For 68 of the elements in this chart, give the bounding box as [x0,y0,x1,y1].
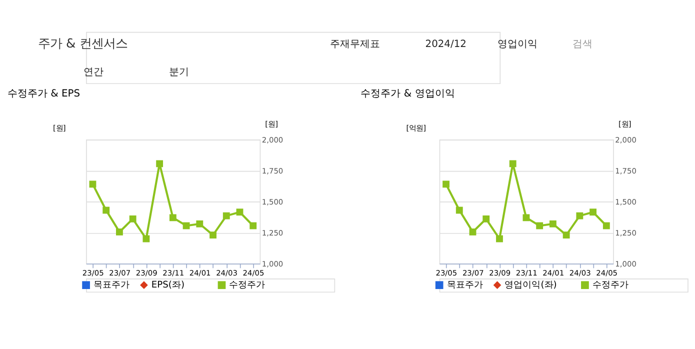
x-tick-label: 23/11 [516,268,538,278]
text: 주재무제표 [330,38,380,50]
x-tick-label: 24/05 [242,268,265,278]
x-tick-label: 23/05 [436,268,458,278]
legend-label: 영업이익(좌) [504,280,557,291]
x-tick-label: 23/09 [489,268,511,278]
y-axis-title: [억원] [406,123,426,132]
point [469,228,476,236]
point [442,180,450,188]
point [169,214,176,222]
point [196,220,204,228]
point [509,160,516,168]
x-tick-label: 23/11 [162,268,184,278]
y2-tick-label: 1,000 [262,259,284,268]
point [562,232,570,239]
point [482,215,490,222]
text: 2024/12 [425,38,466,50]
point [456,206,463,214]
y2-tick-label: 1,000 [615,259,637,268]
point [590,208,597,216]
point [602,222,610,230]
point [549,220,556,228]
point [129,215,136,222]
text: 연간 [84,66,104,78]
x-tick-label: 24/01 [189,268,212,278]
x-tick-label: 23/07 [462,268,484,278]
point [522,214,530,222]
point [102,206,110,214]
x-tick-label: 24/03 [569,268,592,278]
x-tick-label: 23/05 [82,268,104,278]
point [116,228,123,236]
text: 주가 & 컨센서스 [38,36,128,51]
point [496,235,503,242]
point [142,235,150,242]
legend-label: 수정주가 [229,280,266,291]
chart-title: 수정주가 & EPS [7,88,80,100]
y2-tick-label: 1,500 [262,197,284,206]
point [222,212,230,220]
legend-label: 목표주가 [446,280,483,291]
text: 분기 [168,66,189,78]
point [89,180,96,188]
y2-axis-title: [원] [618,120,632,129]
point [250,222,257,230]
legend-label: 수정주가 [592,280,628,291]
y2-tick-label: 1,750 [615,166,637,176]
legend-label: EPS(좌) [151,280,185,291]
point [156,160,164,168]
x-tick-label: 23/09 [136,268,158,278]
x-tick-label: 23/07 [109,268,131,278]
point [236,208,244,216]
point [576,212,584,220]
chart-title: 수정주가 & 영업이익 [360,88,455,100]
y2-axis-title: [원] [265,120,278,129]
y2-tick-label: 1,500 [615,197,637,206]
point [210,232,216,239]
x-tick-label: 24/03 [216,268,238,278]
x-tick-label: 24/05 [596,268,618,278]
y-axis-title: [원] [52,123,66,132]
y2-tick-label: 1,750 [262,166,284,176]
text: 영업이익 [497,38,538,50]
y2-tick-label: 1,250 [262,228,284,238]
y2-tick-label: 2,000 [262,135,284,144]
text: 검색 [572,38,593,50]
y2-tick-label: 1,250 [615,228,637,238]
y2-tick-label: 2,000 [615,135,637,144]
legend-label: 목표주가 [93,280,130,291]
x-tick-label: 24/01 [542,268,564,278]
point [536,222,544,230]
